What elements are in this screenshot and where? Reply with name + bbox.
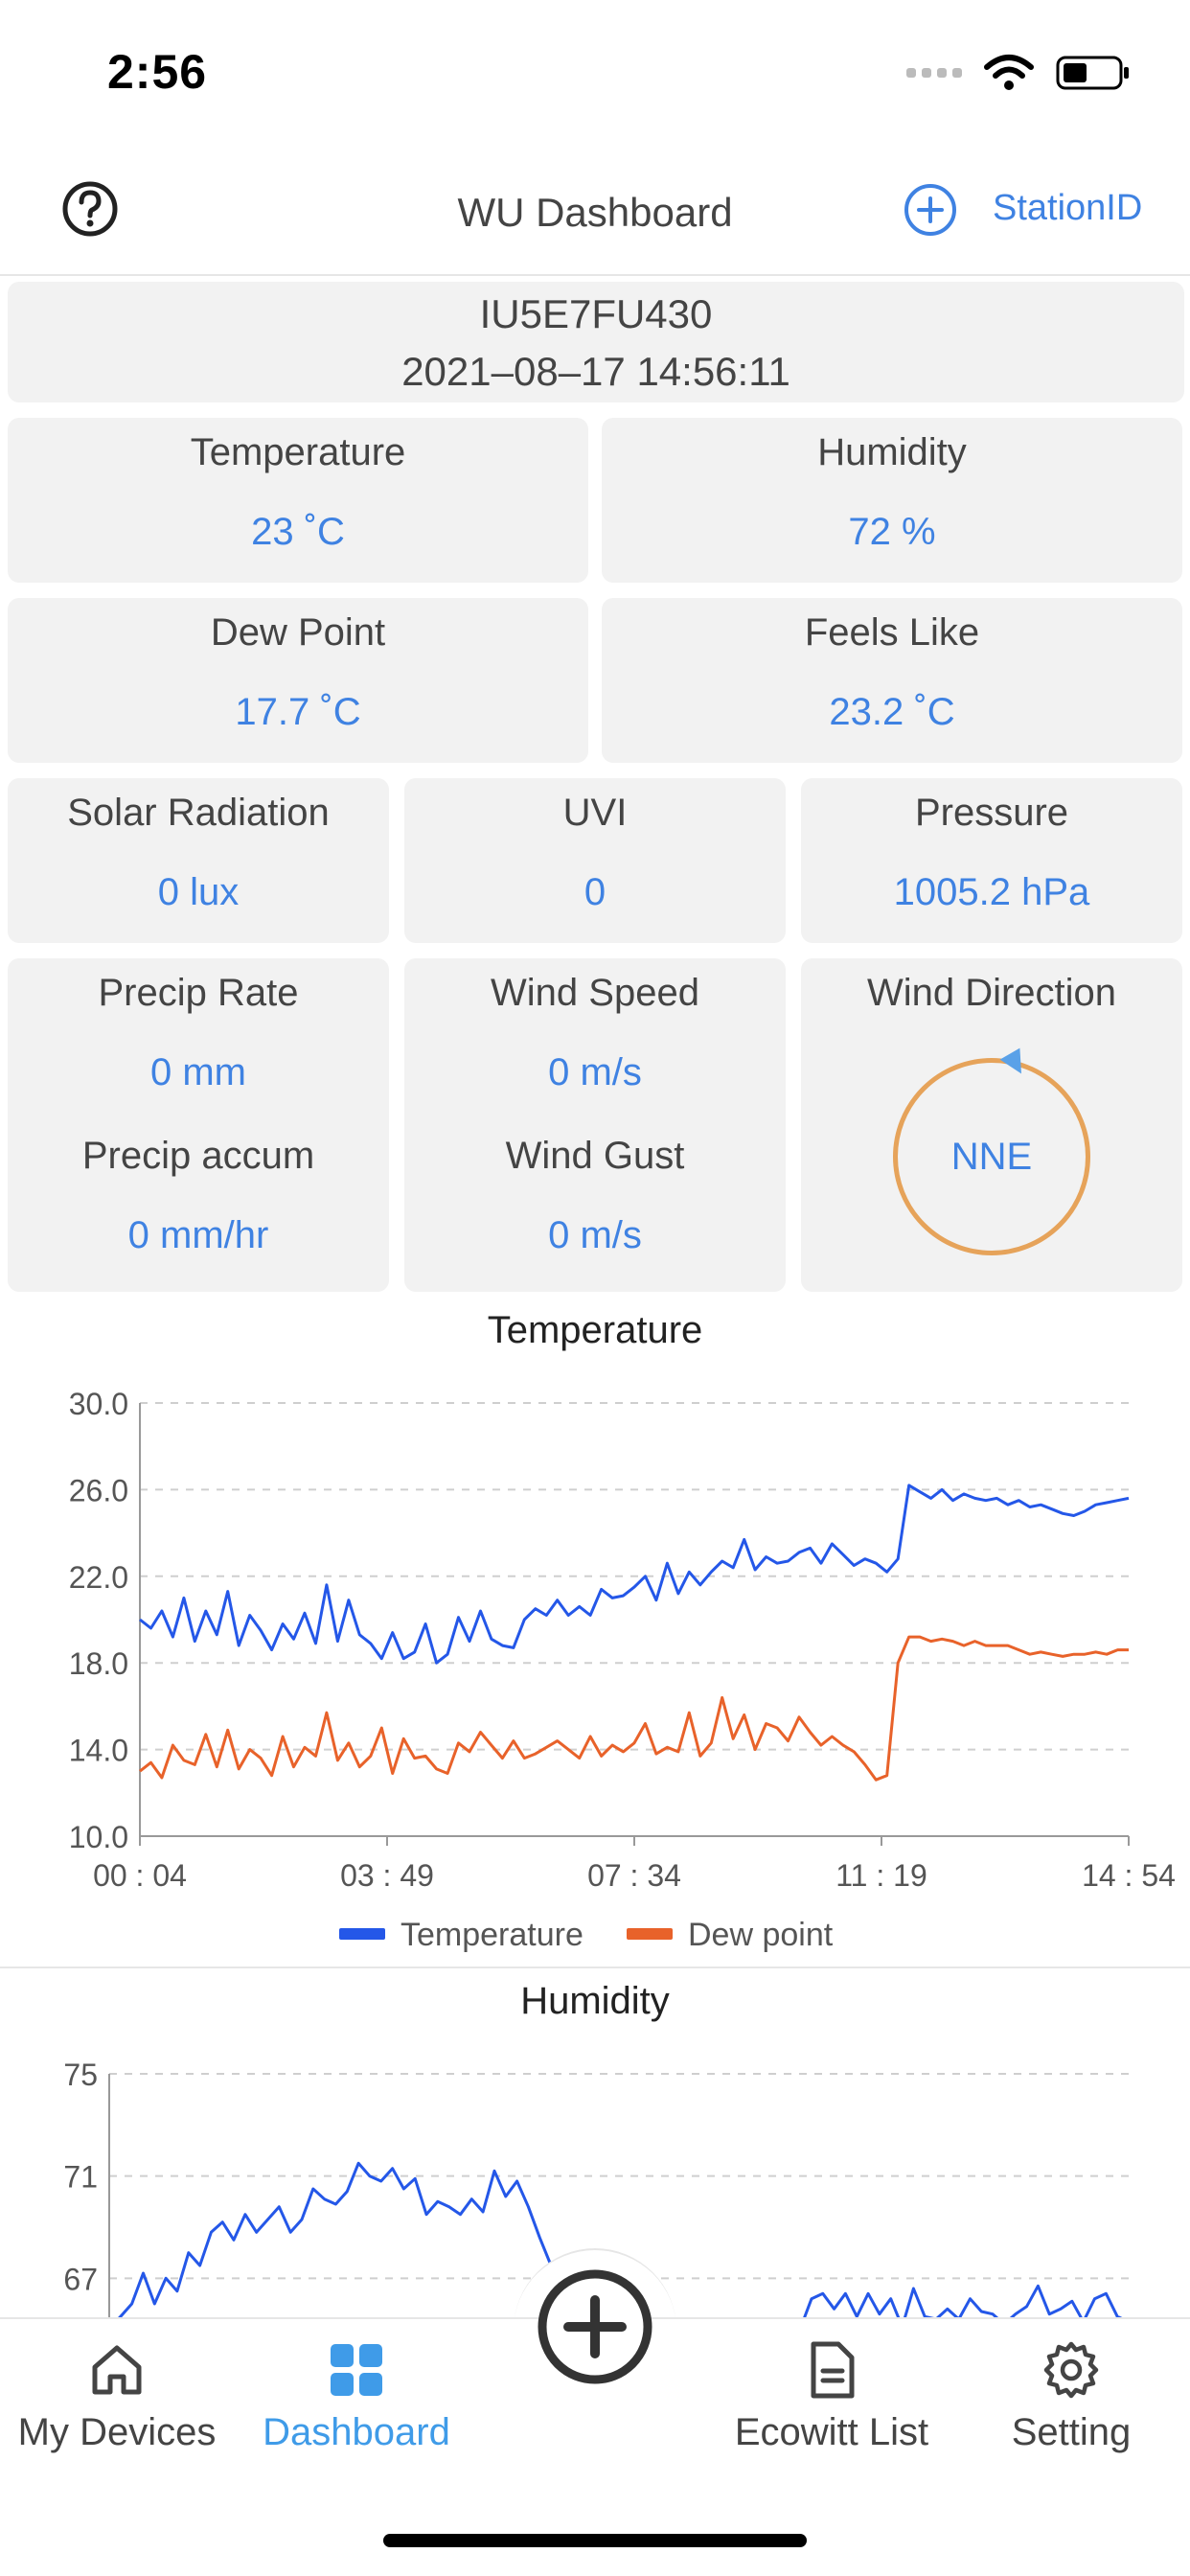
house-icon (92, 2345, 142, 2395)
wind-speed-label: Wind Speed (491, 972, 699, 1014)
y-tick-label: 10.0 (69, 1820, 128, 1854)
status-bar: 2:56 (0, 0, 1190, 144)
solar-radiation-value: 0 lux (157, 871, 240, 913)
humidity-value: 72 % (848, 511, 936, 553)
gear-icon (1043, 2341, 1099, 2399)
tab-dashboard-label: Dashboard (263, 2411, 450, 2453)
battery-icon (1056, 56, 1129, 90)
wind-gust-value: 0 m/s (548, 1214, 642, 1256)
feels-like-value: 23.2 ˚C (829, 691, 955, 733)
legend-label: Dew point (688, 1917, 834, 1953)
temperature-card: Temperature 23 ˚C (8, 418, 588, 583)
add-device-button[interactable] (536, 2267, 654, 2386)
station-info-card: IU5E7FU430 2021–08–17 14:56:11 (8, 282, 1184, 402)
wind-gust-label: Wind Gust (505, 1135, 685, 1177)
solar-radiation-card: Solar Radiation 0 lux (8, 778, 389, 943)
tab-ecowitt-list-label: Ecowitt List (734, 2411, 929, 2453)
station-id: IU5E7FU430 (479, 291, 713, 336)
dew-point-value: 17.7 ˚C (235, 691, 361, 733)
uvi-value: 0 (584, 871, 606, 913)
legend-swatch (339, 1928, 385, 1940)
uvi-card: UVI 0 (404, 778, 786, 943)
home-indicator (383, 2534, 807, 2547)
station-datetime: 2021–08–17 14:56:11 (401, 349, 790, 394)
tab-setting-label: Setting (1011, 2411, 1132, 2453)
wind-direction-value: NNE (950, 1136, 1033, 1178)
y-tick-label: 14.0 (69, 1734, 128, 1768)
legend-label: Temperature (400, 1917, 584, 1953)
humidity-chart: 75 71 67 (63, 2058, 1130, 2329)
series-line-dew-point (139, 1635, 1129, 1782)
tab-my-devices[interactable]: My Devices (11, 2338, 222, 2454)
temperature-value: 23 ˚C (251, 511, 345, 553)
series-line-temperature (139, 1484, 1130, 1665)
wind-speed-value: 0 m/s (548, 1051, 642, 1093)
precip-card: Precip Rate 0 mm Precip accum 0 mm/hr (8, 958, 389, 1292)
precip-rate-label: Precip Rate (98, 972, 299, 1014)
uvi-label: UVI (562, 792, 628, 834)
grid-icon (331, 2344, 382, 2396)
temperature-chart: 30.0 26.0 22.0 18.0 14.0 10.0 00 : 04 03 : 49 07… (69, 1387, 1176, 1953)
humidity-chart-title: Humidity (520, 1980, 670, 2022)
status-time: 2:56 (107, 45, 208, 99)
y-tick-label: 26.0 (69, 1473, 128, 1507)
y-tick-label: 18.0 (69, 1646, 128, 1681)
dew-point-label: Dew Point (210, 611, 386, 654)
x-tick-label: 11 : 19 (835, 1858, 927, 1893)
wind-direction-label: Wind Direction (866, 972, 1117, 1014)
x-tick-label: 14 : 54 (1082, 1858, 1176, 1893)
page-title: WU Dashboard (457, 190, 733, 235)
precip-accum-label: Precip accum (81, 1135, 315, 1177)
chart-divider (0, 1966, 1190, 1968)
add-station-icon[interactable] (903, 182, 958, 238)
y-tick-label: 67 (63, 2262, 98, 2296)
x-tick-label: 03 : 49 (340, 1858, 434, 1893)
pressure-label: Pressure (914, 792, 1069, 834)
pressure-value: 1005.2 hPa (893, 871, 1090, 913)
header: WU Dashboard StationID (0, 163, 1190, 276)
wifi-icon (984, 55, 1034, 90)
precip-accum-value: 0 mm/hr (127, 1214, 269, 1256)
feels-like-card: Feels Like 23.2 ˚C (602, 598, 1182, 763)
wind-card: Wind Speed 0 m/s Wind Gust 0 m/s (404, 958, 786, 1292)
temperature-chart-title: Temperature (487, 1309, 703, 1351)
tab-ecowitt-list[interactable]: Ecowitt List (726, 2338, 937, 2454)
solar-radiation-label: Solar Radiation (67, 792, 330, 834)
help-icon[interactable] (61, 180, 119, 238)
document-icon (811, 2341, 855, 2399)
series-line-0 (107, 2161, 1130, 2329)
tab-my-devices-label: My Devices (17, 2411, 217, 2453)
dew-point-card: Dew Point 17.7 ˚C (8, 598, 588, 763)
y-tick-label: 71 (63, 2160, 98, 2195)
temperature-label: Temperature (190, 431, 406, 473)
y-tick-label: 30.0 (69, 1387, 128, 1421)
x-tick-label: 00 : 04 (93, 1858, 187, 1893)
legend-swatch (627, 1928, 673, 1940)
feels-like-label: Feels Like (804, 611, 980, 654)
wind-compass: NNE (893, 1058, 1090, 1255)
tab-setting[interactable]: Setting (966, 2338, 1177, 2454)
humidity-card: Humidity 72 % (602, 418, 1182, 583)
y-tick-label: 22.0 (69, 1560, 128, 1595)
pressure-card: Pressure 1005.2 hPa (801, 778, 1182, 943)
humidity-label: Humidity (817, 431, 967, 473)
status-icons (906, 54, 1133, 92)
y-tick-label: 75 (63, 2058, 98, 2092)
tab-dashboard[interactable]: Dashboard (251, 2338, 462, 2454)
station-id-button[interactable]: StationID (993, 188, 1143, 228)
precip-rate-value: 0 mm (150, 1051, 246, 1093)
x-tick-label: 07 : 34 (587, 1858, 681, 1893)
cellular-signal-icon (906, 68, 962, 78)
